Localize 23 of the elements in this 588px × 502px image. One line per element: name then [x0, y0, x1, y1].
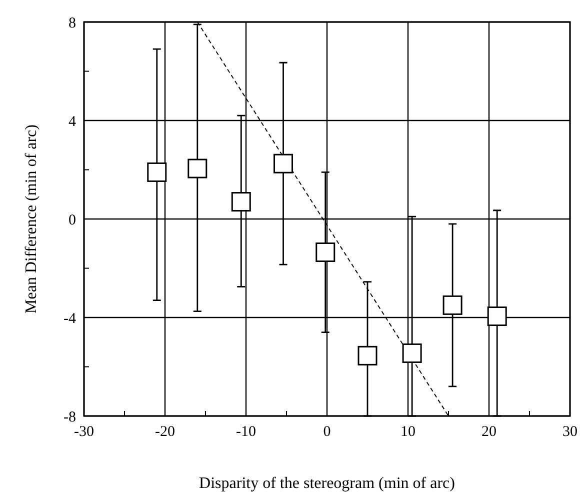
y-tick-label: 4: [68, 114, 76, 130]
point: [402, 343, 422, 363]
point: [442, 295, 462, 315]
y-axis-title: Mean Difference (min of arc): [23, 124, 40, 314]
point: [358, 346, 378, 366]
x-tick-label: 30: [562, 424, 578, 440]
y-tick-label: 0: [68, 212, 76, 228]
point: [231, 192, 251, 212]
x-tick-label: -30: [74, 424, 94, 440]
point: [147, 162, 167, 182]
y-tick-label: -4: [64, 310, 76, 327]
x-tick-label: 20: [482, 424, 496, 440]
x-tick-label: -10: [236, 424, 256, 440]
point: [316, 242, 336, 262]
point: [487, 306, 507, 326]
x-axis-title: Disparity of the stereogram (min of arc): [199, 475, 455, 492]
point: [274, 154, 294, 174]
x-tick-label: -20: [155, 424, 175, 440]
x-tick-label: 10: [400, 424, 416, 440]
y-tick-label: 8: [68, 15, 76, 32]
x-tick-label: 0: [323, 424, 331, 440]
point: [188, 158, 208, 178]
y-tick-label: -8: [64, 409, 76, 426]
